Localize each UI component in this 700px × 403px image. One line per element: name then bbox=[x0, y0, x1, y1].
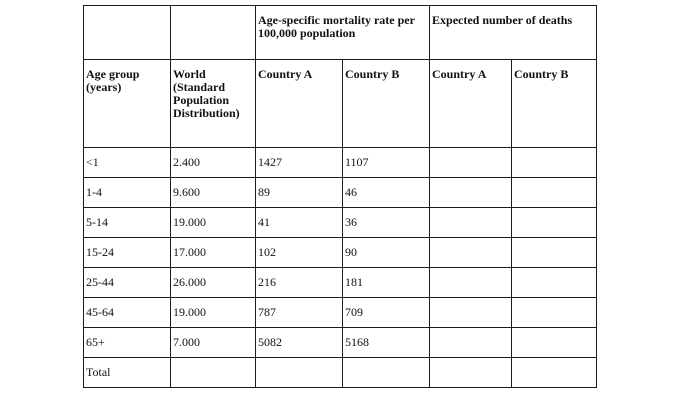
deaths-b-cell bbox=[511, 147, 598, 178]
deaths-a-cell bbox=[429, 237, 513, 268]
age-cell: 45-64 bbox=[83, 297, 171, 328]
rate-country-b-header: Country B bbox=[341, 59, 431, 148]
rate-b-cell: 709 bbox=[341, 297, 431, 328]
rate-b-cell: 90 bbox=[341, 237, 431, 268]
world-total-cell bbox=[170, 357, 256, 388]
age-cell: <1 bbox=[83, 147, 171, 178]
rate-a-cell: 102 bbox=[255, 237, 343, 268]
deaths-a-total-cell bbox=[429, 357, 513, 388]
world-cell: 19.000 bbox=[170, 207, 256, 238]
rate-b-cell: 1107 bbox=[341, 147, 431, 178]
world-cell: 7.000 bbox=[170, 327, 256, 358]
mortality-table: Age-specific mortality rate per 100,000 … bbox=[83, 5, 598, 388]
table-row: <1 2.400 1427 1107 bbox=[83, 147, 598, 178]
rate-country-a-header: Country A bbox=[255, 59, 343, 148]
world-cell: 2.400 bbox=[170, 147, 256, 178]
total-label: Total bbox=[83, 357, 171, 388]
expected-deaths-header: Expected number of deaths bbox=[429, 5, 598, 60]
table-row: 65+ 7.000 5082 5168 bbox=[83, 327, 598, 358]
deaths-a-cell bbox=[429, 267, 513, 298]
empty-header-cell bbox=[83, 5, 171, 60]
rate-a-cell: 216 bbox=[255, 267, 343, 298]
deaths-country-a-header: Country A bbox=[429, 59, 513, 148]
rate-a-cell: 1427 bbox=[255, 147, 343, 178]
mortality-rate-header: Age-specific mortality rate per 100,000 … bbox=[254, 5, 431, 60]
world-cell: 17.000 bbox=[170, 237, 256, 268]
table-row: 45-64 19.000 787 709 bbox=[83, 297, 598, 328]
deaths-a-cell bbox=[429, 177, 513, 208]
rate-a-cell: 89 bbox=[255, 177, 343, 208]
total-row: Total bbox=[83, 357, 598, 388]
world-cell: 19.000 bbox=[170, 297, 256, 328]
deaths-b-cell bbox=[511, 237, 598, 268]
world-population-header: World (Standard Population Distribution) bbox=[170, 59, 256, 148]
empty-header-cell bbox=[170, 5, 256, 60]
age-group-header: Age group (years) bbox=[83, 59, 171, 148]
table-row: 25-44 26.000 216 181 bbox=[83, 267, 598, 298]
rate-b-total-cell bbox=[341, 357, 431, 388]
deaths-a-cell bbox=[429, 147, 513, 178]
rate-a-cell: 787 bbox=[255, 297, 343, 328]
deaths-country-b-header: Country B bbox=[511, 59, 598, 148]
rate-a-cell: 5082 bbox=[255, 327, 343, 358]
age-cell: 1-4 bbox=[83, 177, 171, 208]
header-row-top: Age-specific mortality rate per 100,000 … bbox=[83, 5, 598, 60]
rate-a-cell: 41 bbox=[255, 207, 343, 238]
deaths-b-cell bbox=[511, 327, 598, 358]
header-row-sub: Age group (years) World (Standard Popula… bbox=[83, 59, 598, 148]
deaths-a-cell bbox=[429, 207, 513, 238]
world-cell: 9.600 bbox=[170, 177, 256, 208]
deaths-a-cell bbox=[429, 327, 513, 358]
deaths-b-cell bbox=[511, 207, 598, 238]
deaths-b-cell bbox=[511, 297, 598, 328]
rate-b-cell: 46 bbox=[341, 177, 431, 208]
table-row: 5-14 19.000 41 36 bbox=[83, 207, 598, 238]
deaths-b-total-cell bbox=[511, 357, 598, 388]
deaths-b-cell bbox=[511, 177, 598, 208]
age-cell: 25-44 bbox=[83, 267, 171, 298]
world-cell: 26.000 bbox=[170, 267, 256, 298]
age-cell: 5-14 bbox=[83, 207, 171, 238]
deaths-a-cell bbox=[429, 297, 513, 328]
rate-a-total-cell bbox=[255, 357, 343, 388]
age-cell: 65+ bbox=[83, 327, 171, 358]
rate-b-cell: 5168 bbox=[341, 327, 431, 358]
deaths-b-cell bbox=[511, 267, 598, 298]
table-row: 1-4 9.600 89 46 bbox=[83, 177, 598, 208]
rate-b-cell: 36 bbox=[341, 207, 431, 238]
rate-b-cell: 181 bbox=[341, 267, 431, 298]
age-cell: 15-24 bbox=[83, 237, 171, 268]
table-row: 15-24 17.000 102 90 bbox=[83, 237, 598, 268]
